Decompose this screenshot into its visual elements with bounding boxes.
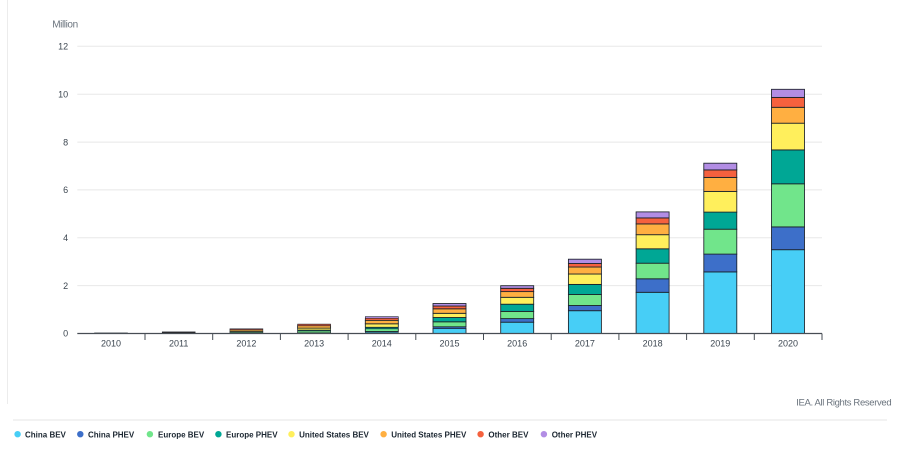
svg-text:Europe PHEV: Europe PHEV	[226, 431, 278, 440]
svg-text:Europe BEV: Europe BEV	[158, 431, 205, 440]
svg-text:China PHEV: China PHEV	[88, 431, 135, 440]
svg-text:2016: 2016	[507, 339, 527, 349]
svg-text:0: 0	[63, 329, 68, 339]
svg-text:10: 10	[58, 89, 68, 99]
svg-text:Other BEV: Other BEV	[488, 431, 529, 440]
svg-text:6: 6	[63, 185, 68, 195]
svg-text:2020: 2020	[778, 339, 798, 349]
svg-text:2017: 2017	[575, 339, 595, 349]
svg-text:2012: 2012	[236, 339, 256, 349]
svg-text:12: 12	[58, 42, 68, 52]
svg-text:4: 4	[63, 233, 68, 243]
svg-text:2013: 2013	[304, 339, 324, 349]
svg-text:2: 2	[63, 281, 68, 291]
svg-text:2010: 2010	[101, 339, 121, 349]
svg-text:2014: 2014	[372, 339, 392, 349]
svg-text:Other PHEV: Other PHEV	[552, 431, 598, 440]
svg-text:2015: 2015	[439, 339, 459, 349]
svg-text:Million: Million	[52, 20, 78, 31]
svg-text:China BEV: China BEV	[25, 431, 67, 440]
svg-text:2018: 2018	[643, 339, 663, 349]
svg-text:United States BEV: United States BEV	[299, 431, 369, 440]
svg-text:IEA. All Rights Reserved: IEA. All Rights Reserved	[796, 397, 891, 408]
svg-text:8: 8	[63, 137, 68, 147]
svg-text:United States PHEV: United States PHEV	[391, 431, 467, 440]
svg-text:2019: 2019	[710, 339, 730, 349]
svg-text:2011: 2011	[169, 339, 188, 349]
